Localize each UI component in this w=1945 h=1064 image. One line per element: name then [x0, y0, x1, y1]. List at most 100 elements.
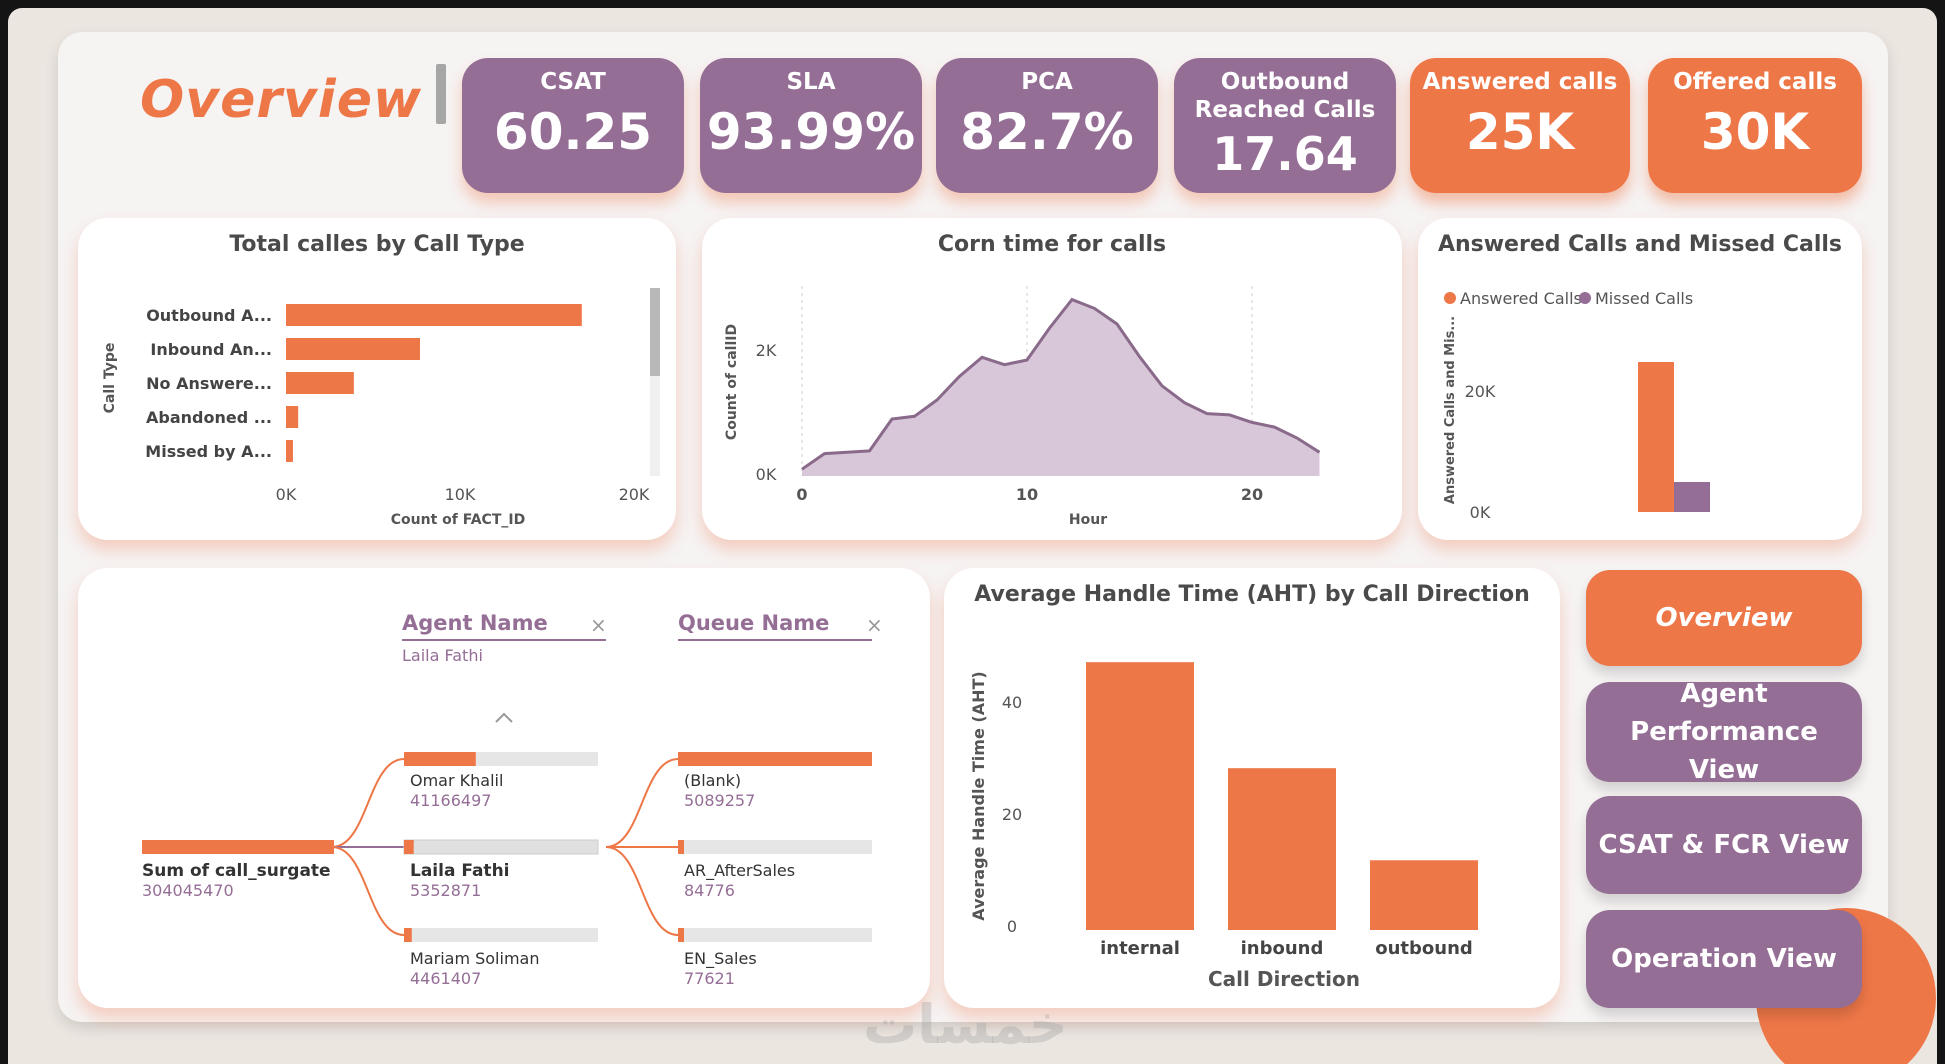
app-frame: Overview CSAT 60.25 SLA 93.99% PCA 82.7%…: [8, 8, 1937, 1064]
agent-node-label[interactable]: Omar Khalil: [410, 771, 503, 790]
corn-x-tick-0: 0: [796, 485, 807, 504]
kpi-outbound-label-line1: Outbound: [1220, 69, 1350, 95]
decomposition-tree: Agent Name × Laila Fathi Queue Name × Su…: [142, 611, 883, 988]
call-type-category-label: Inbound An...: [150, 340, 272, 359]
kpi-pca-card: PCA 82.7%: [936, 58, 1158, 193]
aht-category-label: outbound: [1375, 938, 1473, 959]
aht-bars: internal inbound outbound: [1086, 662, 1478, 959]
kpi-outbound-reached-card: Outbound Reached Calls 17.64: [1174, 58, 1396, 193]
queue-node-bar[interactable]: [678, 752, 872, 766]
call-type-category-label: No Answere...: [146, 374, 272, 393]
kpi-outbound-reached-value: 17.64: [1212, 127, 1358, 181]
call-type-bar[interactable]: [286, 406, 299, 428]
nav-agent-performance-button[interactable]: Agent Performance View: [1586, 679, 1862, 785]
kpi-sla-card: SLA 93.99%: [700, 58, 922, 193]
kpi-outbound-reached-label: Outbound Reached Calls: [1174, 68, 1396, 124]
queue-node-bar[interactable]: [678, 928, 684, 942]
call-type-y-axis-label: Call Type: [102, 343, 118, 414]
connector-laila-en: [605, 846, 679, 936]
answered-missed-bars: [1638, 362, 1710, 512]
answered-missed-bar[interactable]: [1674, 482, 1710, 512]
agent-node-bar[interactable]: [404, 928, 412, 942]
scroll-up-chevron-icon[interactable]: [495, 712, 513, 723]
corn-time-card[interactable]: Corn time for calls Count of callID 0K 2…: [702, 218, 1402, 540]
nav-csat-fcr-button[interactable]: CSAT & FCR View: [1586, 796, 1862, 894]
call-type-bar[interactable]: [286, 338, 420, 360]
agent-name-selected: Laila Fathi: [402, 646, 483, 665]
call-type-x-axis-label: Count of FACT_ID: [391, 512, 525, 528]
queue-node-bar-track: [678, 840, 872, 854]
agent-node-label[interactable]: Laila Fathi: [410, 861, 510, 881]
legend-missed-marker: [1579, 292, 1591, 304]
corn-x-tick-2: 20: [1241, 485, 1263, 504]
aht-y-tick-0: 0: [1007, 917, 1017, 936]
kpi-pca-value: 82.7%: [960, 103, 1134, 161]
answered-missed-card[interactable]: Answered Calls and Missed Calls Answered…: [1418, 218, 1862, 540]
agent-node-bar[interactable]: [404, 752, 476, 766]
aht-bar[interactable]: [1370, 860, 1478, 930]
page-title: Overview: [140, 70, 423, 130]
answered-missed-y-axis-label: Answered Calls and Mis...: [1443, 316, 1458, 504]
agent-node-bar-track: [403, 839, 599, 855]
root-node-value: 304045470: [142, 881, 234, 900]
corn-y-tick-0: 0K: [756, 465, 777, 484]
aht-card[interactable]: Average Handle Time (AHT) by Call Direct…: [944, 568, 1560, 1008]
aht-y-tick-2: 40: [1002, 693, 1022, 712]
call-type-category-label: Missed by A...: [145, 442, 272, 461]
call-type-x-tick-0: 0K: [276, 485, 297, 504]
call-type-card[interactable]: Total calles by Call Type Call Type Outb…: [78, 218, 676, 540]
kpi-answered-calls-value: 25K: [1465, 103, 1575, 161]
aht-y-axis-label: Average Handle Time (AHT): [969, 671, 988, 920]
call-type-scrollbar-track[interactable]: [650, 288, 660, 476]
call-type-chart-title: Total calles by Call Type: [229, 232, 525, 257]
corn-time-chart: Count of callID 0K 2K 0 10 20 Hour: [724, 286, 1321, 528]
queue-node-bar[interactable]: [678, 840, 684, 854]
decomposition-tree-card[interactable]: Agent Name × Laila Fathi Queue Name × Su…: [78, 568, 930, 1008]
connector-root-mariam: [331, 846, 405, 936]
agent-name-close-icon[interactable]: ×: [590, 613, 607, 637]
queue-name-close-icon[interactable]: ×: [866, 613, 883, 637]
root-node-label: Sum of call_surgate: [142, 861, 331, 881]
call-type-bar[interactable]: [286, 372, 354, 394]
answered-missed-chart-title: Answered Calls and Missed Calls: [1437, 232, 1843, 257]
legend-missed-label: Missed Calls: [1595, 289, 1693, 308]
title-divider: [436, 64, 446, 124]
agent-name-header[interactable]: Agent Name: [402, 611, 548, 635]
answered-missed-y-tick-1: 20K: [1465, 382, 1496, 401]
nav-overview-button[interactable]: Overview: [1586, 570, 1862, 666]
agent-node-label[interactable]: Mariam Soliman: [410, 949, 539, 968]
nav-operation-button[interactable]: Operation View: [1586, 910, 1862, 1008]
aht-bar[interactable]: [1228, 768, 1336, 930]
queue-node-label[interactable]: (Blank): [684, 771, 741, 790]
agent-node-bar[interactable]: [404, 840, 414, 854]
call-type-scrollbar-thumb[interactable]: [650, 288, 660, 376]
queue-node-value: 77621: [684, 969, 735, 988]
connector-root-omar: [331, 758, 405, 848]
corn-x-tick-1: 10: [1016, 485, 1038, 504]
kpi-csat-label: CSAT: [540, 69, 606, 95]
call-type-bar[interactable]: [286, 440, 293, 462]
agent-node-value: 41166497: [410, 791, 491, 810]
corn-y-axis-label: Count of callID: [724, 324, 740, 440]
answered-missed-bar[interactable]: [1638, 362, 1674, 512]
kpi-sla-value: 93.99%: [706, 103, 916, 161]
aht-y-tick-1: 20: [1002, 805, 1022, 824]
queue-node-bar-track: [678, 928, 872, 942]
aht-bar[interactable]: [1086, 662, 1194, 930]
agent-node-value: 5352871: [410, 881, 481, 900]
call-type-bar[interactable]: [286, 304, 582, 326]
root-node-bar[interactable]: [142, 840, 334, 854]
connector-laila-blank: [605, 758, 679, 848]
queue-node-label[interactable]: EN_Sales: [684, 949, 757, 969]
aht-category-label: inbound: [1241, 938, 1324, 959]
queue-node-label[interactable]: AR_AfterSales: [684, 861, 795, 881]
kpi-offered-calls-card: Offered calls 30K: [1648, 58, 1862, 193]
queue-name-header[interactable]: Queue Name: [678, 611, 829, 635]
kpi-csat-card: CSAT 60.25: [462, 58, 684, 193]
kpi-outbound-label-line2: Reached Calls: [1194, 97, 1376, 123]
aht-category-label: internal: [1100, 938, 1180, 959]
aht-chart-title: Average Handle Time (AHT) by Call Direct…: [974, 582, 1530, 607]
kpi-sla-label: SLA: [786, 69, 836, 95]
kpi-answered-calls-card: Answered calls 25K: [1410, 58, 1630, 193]
legend-answered-marker: [1444, 292, 1456, 304]
